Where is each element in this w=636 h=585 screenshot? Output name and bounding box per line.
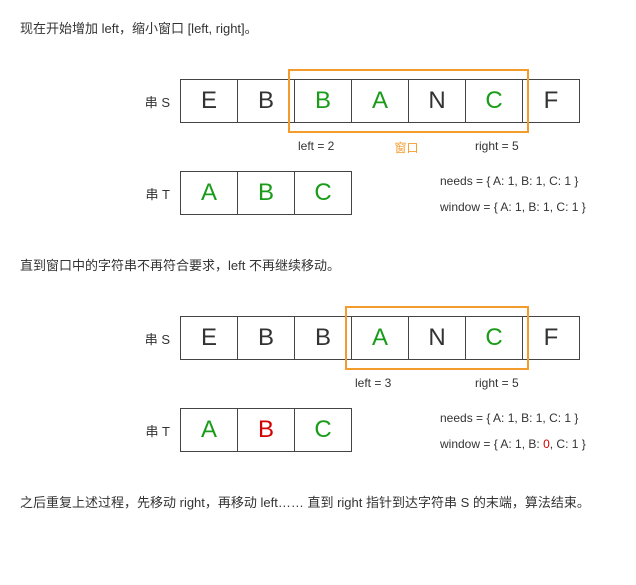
needs-1: needs = { A: 1, B: 1, C: 1 } <box>440 168 586 194</box>
cell: C <box>465 79 523 123</box>
info-2: needs = { A: 1, B: 1, C: 1 } window = { … <box>440 405 586 458</box>
window-2: window = { A: 1, B: 0, C: 1 } <box>440 431 586 457</box>
label-s-1: 串 S <box>20 92 180 111</box>
t-cells-1: ABC <box>180 171 352 215</box>
cell: B <box>237 316 295 360</box>
cell: A <box>180 171 238 215</box>
cell: B <box>237 79 295 123</box>
cell: C <box>465 316 523 360</box>
t-cells-2: ABC <box>180 408 352 452</box>
cell: A <box>180 408 238 452</box>
cell: A <box>351 79 409 123</box>
cell: B <box>237 408 295 452</box>
right-label-1: right = 5 <box>475 139 519 153</box>
s-cells-2: EBBANCF <box>180 316 580 360</box>
label-t-1: 串 T <box>20 184 180 203</box>
cell: C <box>294 408 352 452</box>
left-label-2: left = 3 <box>355 376 391 390</box>
cell: E <box>180 79 238 123</box>
cell: C <box>294 171 352 215</box>
cell: N <box>408 316 466 360</box>
info-1: needs = { A: 1, B: 1, C: 1 } window = { … <box>440 168 586 221</box>
label-t-2: 串 T <box>20 421 180 440</box>
cell: B <box>237 171 295 215</box>
stage-1-t: 串 T ABC needs = { A: 1, B: 1, C: 1 } win… <box>20 171 616 231</box>
window-1: window = { A: 1, B: 1, C: 1 } <box>440 194 586 220</box>
needs-2: needs = { A: 1, B: 1, C: 1 } <box>440 405 586 431</box>
right-label-2: right = 5 <box>475 376 519 390</box>
cell: A <box>351 316 409 360</box>
caption-1: 现在开始增加 left，缩小窗口 [left, right]。 <box>20 18 616 37</box>
left-label-1: left = 2 <box>298 139 334 153</box>
caption-3: 之后重复上述过程，先移动 right，再移动 left…… 直到 right 指… <box>20 492 616 511</box>
label-s-2: 串 S <box>20 329 180 348</box>
s-cells-1: EBBANCF <box>180 79 580 123</box>
caption-2: 直到窗口中的字符串不再符合要求，left 不再继续移动。 <box>20 255 616 274</box>
stage-2-t: 串 T ABC needs = { A: 1, B: 1, C: 1 } win… <box>20 408 616 468</box>
stage-2: 串 S EBBANCF left = 3 right = 5 <box>20 304 616 384</box>
window-label-1: 窗口 <box>395 139 419 156</box>
cell: E <box>180 316 238 360</box>
cell: N <box>408 79 466 123</box>
cell: B <box>294 316 352 360</box>
cell: F <box>522 316 580 360</box>
cell: B <box>294 79 352 123</box>
cell: F <box>522 79 580 123</box>
stage-1: 串 S EBBANCF left = 2 窗口 right = 5 <box>20 67 616 147</box>
